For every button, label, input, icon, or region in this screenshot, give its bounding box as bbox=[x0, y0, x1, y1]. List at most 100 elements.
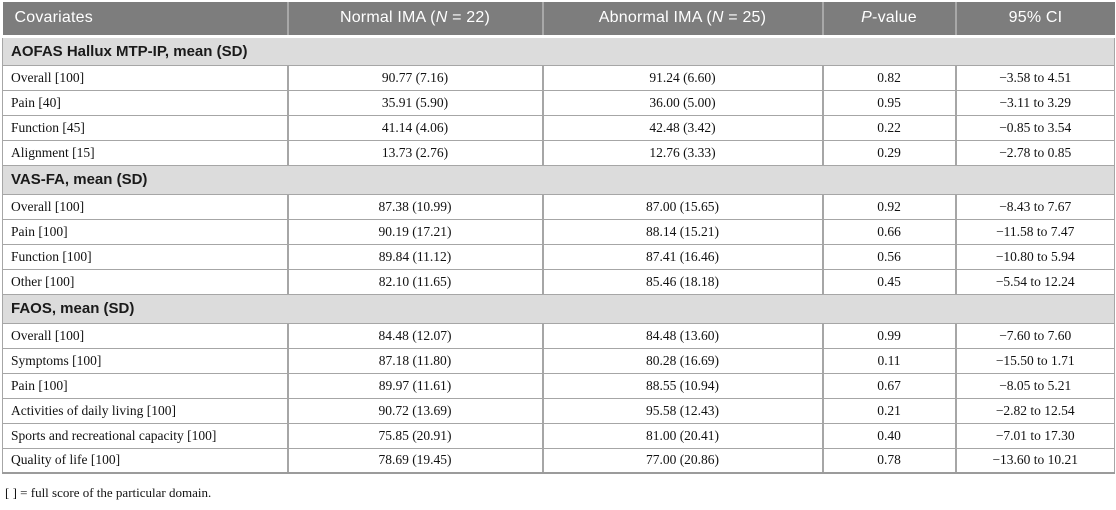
table-row: Quality of life [100] 78.69 (19.45) 77.00 … bbox=[2, 447, 1115, 474]
cell-p-value: 0.92 bbox=[821, 193, 956, 220]
cell-p-value: 0.45 bbox=[821, 268, 956, 295]
cell-abnormal-ima: 91.24 (6.60) bbox=[541, 64, 823, 91]
table-header: Covariates Normal IMA (N = 22) Abnormal IM… bbox=[2, 2, 1115, 38]
table-row: Function [45] 41.14 (4.06) 42.48 (3.42) 0.2… bbox=[2, 114, 1115, 141]
column-header-p-value: P-value bbox=[821, 2, 956, 38]
cell-abnormal-ima: 42.48 (3.42) bbox=[541, 114, 823, 141]
cell-abnormal-ima: 88.14 (15.21) bbox=[541, 218, 823, 245]
cell-abnormal-ima: 84.48 (13.60) bbox=[541, 322, 823, 349]
cell-p-value: 0.67 bbox=[821, 372, 956, 399]
cell-ci-95: −2.82 to 12.54 bbox=[954, 397, 1115, 424]
cell-normal-ima: 89.97 (11.61) bbox=[286, 372, 543, 399]
cell-p-value: 0.21 bbox=[821, 397, 956, 424]
cell-p-value: 0.82 bbox=[821, 64, 956, 91]
section-row: FAOS, mean (SD) bbox=[2, 293, 1115, 324]
cell-ci-95: −3.58 to 4.51 bbox=[954, 64, 1115, 91]
cell-ci-95: −15.50 to 1.71 bbox=[954, 347, 1115, 374]
table-row: Overall [100] 90.77 (7.16) 91.24 (6.60) 0.8… bbox=[2, 64, 1115, 91]
table-body: AOFAS Hallux MTP-IP, mean (SD) Overall [1… bbox=[2, 35, 1115, 474]
row-label: Overall [100] bbox=[2, 193, 288, 220]
cell-ci-95: −10.80 to 5.94 bbox=[954, 243, 1115, 270]
cell-normal-ima: 89.84 (11.12) bbox=[286, 243, 543, 270]
table-row: Sports and recreational capacity [100] 75… bbox=[2, 422, 1115, 449]
row-label: Quality of life [100] bbox=[2, 447, 288, 474]
cell-ci-95: −8.05 to 5.21 bbox=[954, 372, 1115, 399]
cell-normal-ima: 87.18 (11.80) bbox=[286, 347, 543, 374]
row-label: Pain [100] bbox=[2, 218, 288, 245]
column-header-ci-95: 95% CI bbox=[954, 2, 1115, 38]
row-label: Sports and recreational capacity [100] bbox=[2, 422, 288, 449]
header-row: Covariates Normal IMA (N = 22) Abnormal IM… bbox=[2, 2, 1115, 38]
row-label: Function [100] bbox=[2, 243, 288, 270]
section-row: AOFAS Hallux MTP-IP, mean (SD) bbox=[2, 35, 1115, 66]
row-label: Overall [100] bbox=[2, 64, 288, 91]
cell-ci-95: −13.60 to 10.21 bbox=[954, 447, 1115, 474]
row-label: Other [100] bbox=[2, 268, 288, 295]
cell-ci-95: −7.01 to 17.30 bbox=[954, 422, 1115, 449]
cell-p-value: 0.99 bbox=[821, 322, 956, 349]
cell-normal-ima: 41.14 (4.06) bbox=[286, 114, 543, 141]
cell-normal-ima: 90.19 (17.21) bbox=[286, 218, 543, 245]
cell-p-value: 0.40 bbox=[821, 422, 956, 449]
table-row: Pain [100] 89.97 (11.61) 88.55 (10.94) 0.67… bbox=[2, 372, 1115, 399]
cell-ci-95: −8.43 to 7.67 bbox=[954, 193, 1115, 220]
row-label: Symptoms [100] bbox=[2, 347, 288, 374]
column-header-covariates: Covariates bbox=[2, 2, 288, 38]
cell-ci-95: −0.85 to 3.54 bbox=[954, 114, 1115, 141]
section-title: FAOS, mean (SD) bbox=[2, 293, 1115, 324]
row-label: Function [45] bbox=[2, 114, 288, 141]
table-row: Overall [100] 87.38 (10.99) 87.00 (15.65) 0… bbox=[2, 193, 1115, 220]
cell-normal-ima: 78.69 (19.45) bbox=[286, 447, 543, 474]
table-row: Pain [100] 90.19 (17.21) 88.14 (15.21) 0.66… bbox=[2, 218, 1115, 245]
cell-p-value: 0.11 bbox=[821, 347, 956, 374]
cell-p-value: 0.22 bbox=[821, 114, 956, 141]
cell-abnormal-ima: 81.00 (20.41) bbox=[541, 422, 823, 449]
table-row: Other [100] 82.10 (11.65) 85.46 (18.18) 0.4… bbox=[2, 268, 1115, 295]
table-row: Function [100] 89.84 (11.12) 87.41 (16.46)… bbox=[2, 243, 1115, 270]
table-row: Activities of daily living [100] 90.72 (1… bbox=[2, 397, 1115, 424]
column-header-normal-ima: Normal IMA (N = 22) bbox=[286, 2, 543, 38]
cell-normal-ima: 87.38 (10.99) bbox=[286, 193, 543, 220]
table-row: Overall [100] 84.48 (12.07) 84.48 (13.60) 0… bbox=[2, 322, 1115, 349]
cell-p-value: 0.56 bbox=[821, 243, 956, 270]
cell-abnormal-ima: 88.55 (10.94) bbox=[541, 372, 823, 399]
table-row: Symptoms [100] 87.18 (11.80) 80.28 (16.69)… bbox=[2, 347, 1115, 374]
cell-p-value: 0.78 bbox=[821, 447, 956, 474]
cell-p-value: 0.29 bbox=[821, 139, 956, 166]
cell-p-value: 0.95 bbox=[821, 89, 956, 116]
cell-p-value: 0.66 bbox=[821, 218, 956, 245]
cell-ci-95: −2.78 to 0.85 bbox=[954, 139, 1115, 166]
cell-ci-95: −5.54 to 12.24 bbox=[954, 268, 1115, 295]
cell-normal-ima: 84.48 (12.07) bbox=[286, 322, 543, 349]
section-row: VAS-FA, mean (SD) bbox=[2, 164, 1115, 195]
cell-abnormal-ima: 95.58 (12.43) bbox=[541, 397, 823, 424]
cell-abnormal-ima: 36.00 (5.00) bbox=[541, 89, 823, 116]
cell-ci-95: −7.60 to 7.60 bbox=[954, 322, 1115, 349]
cell-normal-ima: 82.10 (11.65) bbox=[286, 268, 543, 295]
row-label: Activities of daily living [100] bbox=[2, 397, 288, 424]
cell-abnormal-ima: 87.00 (15.65) bbox=[541, 193, 823, 220]
cell-normal-ima: 35.91 (5.90) bbox=[286, 89, 543, 116]
cell-ci-95: −11.58 to 7.47 bbox=[954, 218, 1115, 245]
table-row: Alignment [15] 13.73 (2.76) 12.76 (3.33) 0.… bbox=[2, 139, 1115, 166]
row-label: Alignment [15] bbox=[2, 139, 288, 166]
cell-normal-ima: 75.85 (20.91) bbox=[286, 422, 543, 449]
section-title: AOFAS Hallux MTP-IP, mean (SD) bbox=[2, 35, 1115, 66]
cell-abnormal-ima: 12.76 (3.33) bbox=[541, 139, 823, 166]
row-label: Pain [40] bbox=[2, 89, 288, 116]
cell-ci-95: −3.11 to 3.29 bbox=[954, 89, 1115, 116]
cell-abnormal-ima: 77.00 (20.86) bbox=[541, 447, 823, 474]
cell-abnormal-ima: 85.46 (18.18) bbox=[541, 268, 823, 295]
row-label: Pain [100] bbox=[2, 372, 288, 399]
column-header-abnormal-ima: Abnormal IMA (N = 25) bbox=[541, 2, 823, 38]
table-row: Pain [40] 35.91 (5.90) 36.00 (5.00) 0.95 −3.… bbox=[2, 89, 1115, 116]
cell-normal-ima: 90.72 (13.69) bbox=[286, 397, 543, 424]
cell-abnormal-ima: 80.28 (16.69) bbox=[541, 347, 823, 374]
section-title: VAS-FA, mean (SD) bbox=[2, 164, 1115, 195]
cell-normal-ima: 13.73 (2.76) bbox=[286, 139, 543, 166]
table-footnote: [ ] = full score of the particular domai… bbox=[5, 485, 212, 500]
cell-abnormal-ima: 87.41 (16.46) bbox=[541, 243, 823, 270]
outcomes-comparison-table: Covariates Normal IMA (N = 22) Abnormal IM… bbox=[2, 2, 1115, 474]
cell-normal-ima: 90.77 (7.16) bbox=[286, 64, 543, 91]
